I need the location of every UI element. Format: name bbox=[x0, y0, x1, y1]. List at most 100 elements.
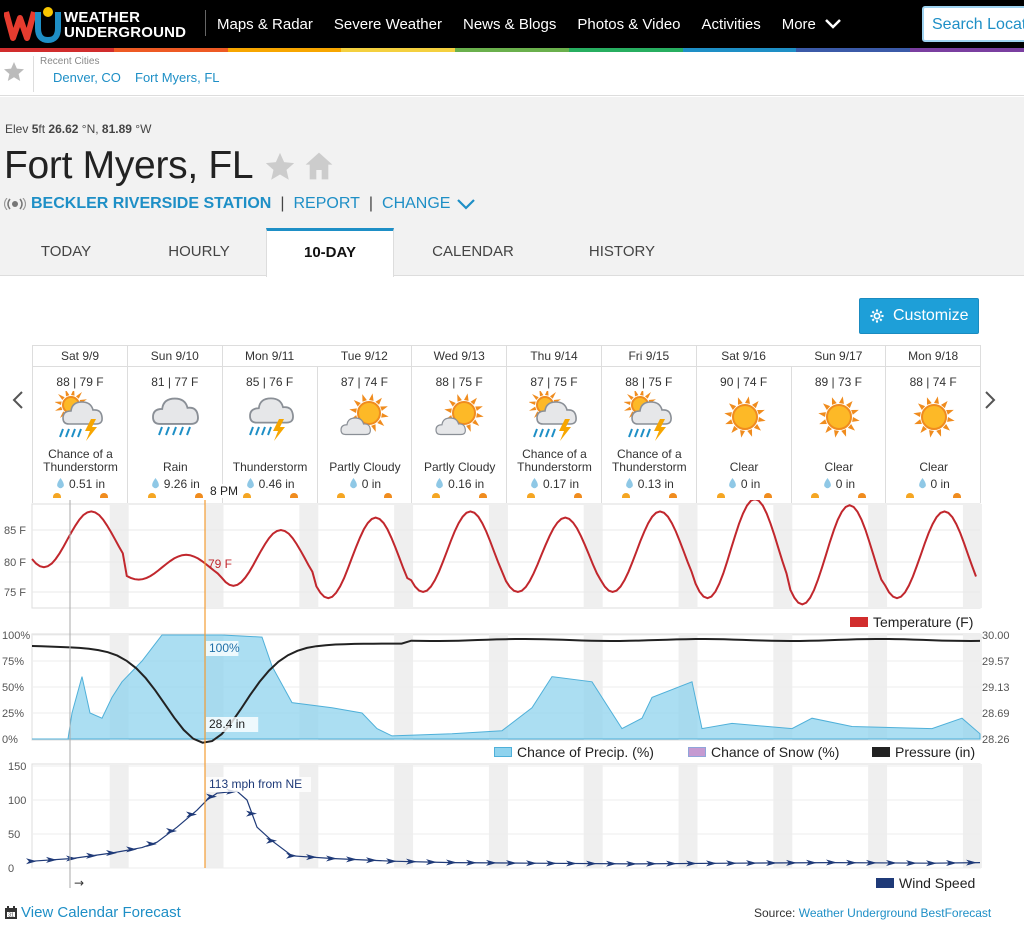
rainbow-segment bbox=[0, 48, 114, 52]
wind-arrow-icon bbox=[206, 793, 217, 800]
recent-city-denver[interactable]: Denver, CO bbox=[53, 70, 121, 85]
forecast-temps: 88 | 75 F bbox=[435, 375, 483, 389]
wind-arrow-icon bbox=[706, 860, 717, 867]
legend-temp-swatch bbox=[850, 617, 868, 627]
legend-snow[interactable]: Chance of Snow (%) bbox=[688, 744, 839, 760]
tab-hourly[interactable]: HOURLY bbox=[168, 243, 230, 260]
forecast-day-6[interactable]: Thu 9/14 87 | 75 F Chance of a Thunderstor… bbox=[507, 345, 602, 503]
tab-10-day[interactable]: 10-DAY bbox=[266, 228, 394, 277]
forecast-temps: 81 | 77 F bbox=[151, 375, 199, 389]
recent-city-fort-myers[interactable]: Fort Myers, FL bbox=[135, 70, 220, 85]
forecast-condition: Partly Cloudy bbox=[412, 446, 507, 474]
station-row: BECKLER RIVERSIDE STATION | REPORT | CHA… bbox=[4, 195, 476, 213]
pressure-tick-label: 28.26 bbox=[982, 734, 1010, 746]
chevron-down-icon[interactable] bbox=[456, 198, 476, 210]
elev-prefix: Elev bbox=[5, 122, 29, 136]
forecast-condition-text: Chance of a Thunderstorm bbox=[517, 447, 592, 474]
latitude: 26.62 bbox=[48, 122, 79, 136]
nav-maps-radar[interactable]: Maps & Radar bbox=[217, 15, 313, 33]
forecast-day-7[interactable]: Fri 9/15 88 | 75 F Chance of a Thunderstor… bbox=[601, 345, 697, 503]
forecast-day-2[interactable]: Sun 9/10 81 | 77 F Rain 9.26 in bbox=[127, 345, 223, 503]
nav-activities[interactable]: Activities bbox=[701, 15, 761, 33]
search-input[interactable]: Search Locations bbox=[922, 6, 1024, 42]
forecast-precip-value: 0.13 in bbox=[637, 477, 674, 491]
customize-button[interactable]: Customize bbox=[859, 298, 979, 334]
prev-arrow[interactable] bbox=[12, 390, 24, 416]
change-link[interactable]: CHANGE bbox=[382, 195, 451, 212]
pressure-tick-label: 29.57 bbox=[982, 656, 1010, 668]
forecast-condition-text: Clear bbox=[729, 460, 759, 474]
raindrop-icon bbox=[57, 478, 64, 489]
sun-icon bbox=[908, 391, 960, 443]
forecast-day-1[interactable]: Sat 9/9 88 | 79 F Chance of a Thunderstorm… bbox=[33, 345, 128, 503]
page-title: Fort Myers, FL bbox=[4, 144, 254, 187]
rainbow-bar bbox=[0, 48, 1024, 52]
chevron-down-icon bbox=[825, 19, 841, 29]
wind-arrow-icon bbox=[626, 860, 637, 867]
forecast-day-8[interactable]: Sat 9/16 90 | 74 F Clear 0 in bbox=[696, 345, 792, 503]
forecast-day-label: Sat 9/16 bbox=[696, 345, 791, 367]
wind-arrow-icon bbox=[66, 855, 77, 862]
favorite-star-icon[interactable] bbox=[262, 150, 298, 184]
forecast-condition: Thunderstorm bbox=[223, 446, 318, 474]
forecast-day-3[interactable]: Mon 9/11 85 | 76 F Thunderstorm 0.46 in bbox=[222, 345, 318, 503]
station-name[interactable]: BECKLER RIVERSIDE STATION bbox=[31, 195, 272, 212]
forecast-condition: Rain bbox=[128, 446, 223, 474]
nav-more[interactable]: More bbox=[782, 16, 842, 33]
forecast-precip-value: 9.26 in bbox=[163, 477, 200, 491]
nav-severe-weather[interactable]: Severe Weather bbox=[333, 15, 442, 33]
home-icon[interactable] bbox=[303, 150, 335, 182]
report-link[interactable]: REPORT bbox=[293, 195, 360, 212]
recent-cities-bar: Recent Cities Denver, CO Fort Myers, FL bbox=[0, 52, 1024, 96]
rainbow-segment bbox=[113, 48, 228, 52]
wind-arrow-icon bbox=[506, 860, 517, 867]
sun-icon bbox=[813, 391, 865, 443]
forecast-condition-text: Clear bbox=[824, 460, 854, 474]
source-link[interactable]: Weather Underground BestForecast bbox=[798, 906, 992, 920]
view-calendar-label: View Calendar Forecast bbox=[21, 904, 181, 921]
broadcast-icon bbox=[4, 198, 26, 210]
sunset-icon bbox=[668, 493, 677, 498]
customize-label: Customize bbox=[893, 307, 969, 324]
legend-pressure[interactable]: Pressure (in) bbox=[872, 744, 975, 760]
svg-text:31: 31 bbox=[8, 912, 14, 918]
forecast-precip: 0.16 in bbox=[412, 477, 507, 491]
wind-marker-label-bg bbox=[206, 777, 311, 792]
tab-calendar[interactable]: CALENDAR bbox=[432, 243, 514, 260]
next-arrow[interactable] bbox=[984, 390, 996, 416]
legend-precip[interactable]: Chance of Precip. (%) bbox=[494, 744, 654, 760]
forecast-condition: Chance of a Thunderstorm bbox=[602, 446, 697, 474]
legend-wind[interactable]: Wind Speed bbox=[876, 875, 975, 891]
forecast-precip: 0 in bbox=[697, 477, 792, 491]
top-nav: WEATHER UNDERGROUND Maps & Radar Severe … bbox=[0, 0, 1024, 48]
forecast-day-label: Sun 9/17 bbox=[791, 345, 886, 367]
nav-news-blogs[interactable]: News & Blogs bbox=[463, 15, 557, 33]
forecast-condition: Clear bbox=[697, 446, 792, 474]
forecast-day-10[interactable]: Mon 9/18 88 | 74 F Clear 0 in bbox=[886, 345, 982, 503]
separator: | bbox=[368, 195, 374, 212]
tab-history[interactable]: HISTORY bbox=[588, 243, 656, 260]
forecast-condition-text: Thunderstorm bbox=[232, 460, 308, 474]
legend-pressure-swatch bbox=[872, 747, 890, 757]
wind-arrow-icon bbox=[346, 856, 357, 863]
nav-photos-video[interactable]: Photos & Video bbox=[577, 15, 681, 33]
view-calendar-link[interactable]: 31 View Calendar Forecast bbox=[4, 904, 181, 921]
forecast-day-label: Sun 9/10 bbox=[127, 345, 222, 367]
gear-icon bbox=[870, 309, 884, 323]
wu-logo[interactable]: WEATHER UNDERGROUND bbox=[4, 4, 194, 44]
wind-arrow-icon bbox=[926, 860, 937, 867]
rainbow-segment bbox=[682, 48, 797, 52]
legend-temperature[interactable]: Temperature (F) bbox=[850, 614, 973, 630]
forecast-day-label: Mon 9/18 bbox=[886, 345, 981, 367]
pressure-tick-label: 28.69 bbox=[982, 708, 1010, 720]
thunderstorm-partly-icon bbox=[528, 388, 581, 443]
temp-tick-label: 75 F bbox=[4, 587, 26, 599]
tab-today[interactable]: TODAY bbox=[40, 243, 92, 260]
forecast-day-9[interactable]: Sun 9/17 89 | 73 F Clear 0 in bbox=[791, 345, 887, 503]
star-icon[interactable] bbox=[2, 60, 26, 84]
partly-cloudy-icon bbox=[339, 391, 391, 443]
forecast-condition: Clear bbox=[886, 446, 981, 474]
forecast-day-4[interactable]: Tue 9/12 87 | 74 F Partly Cloudy 0 in bbox=[317, 345, 413, 503]
raindrop-icon bbox=[349, 478, 357, 489]
forecast-day-5[interactable]: Wed 9/13 88 | 75 F Partly Cloudy 0.16 in bbox=[412, 345, 508, 503]
